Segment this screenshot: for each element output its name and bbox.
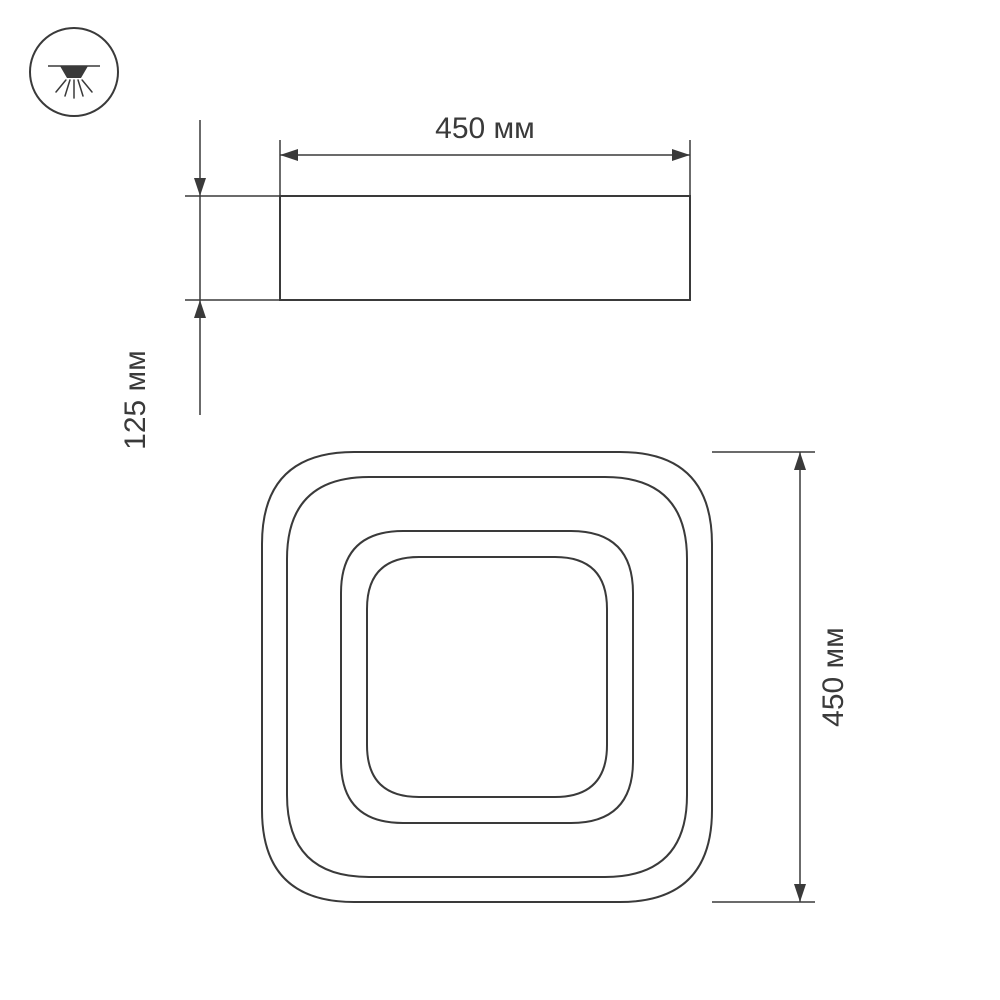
top-view-rings bbox=[262, 452, 712, 902]
technical-drawing: 450 мм 125 мм 450 мм bbox=[0, 0, 1000, 1000]
dimension-width bbox=[280, 140, 690, 196]
dimension-width-label: 450 мм bbox=[435, 112, 535, 145]
dimension-height-side-label: 125 мм bbox=[119, 350, 152, 450]
ceiling-light-icon bbox=[30, 28, 118, 116]
side-view-rect bbox=[280, 196, 690, 300]
dimension-height-right-label: 450 мм bbox=[817, 627, 850, 727]
dimension-height-right bbox=[712, 452, 815, 902]
dimension-height-side bbox=[185, 120, 280, 415]
